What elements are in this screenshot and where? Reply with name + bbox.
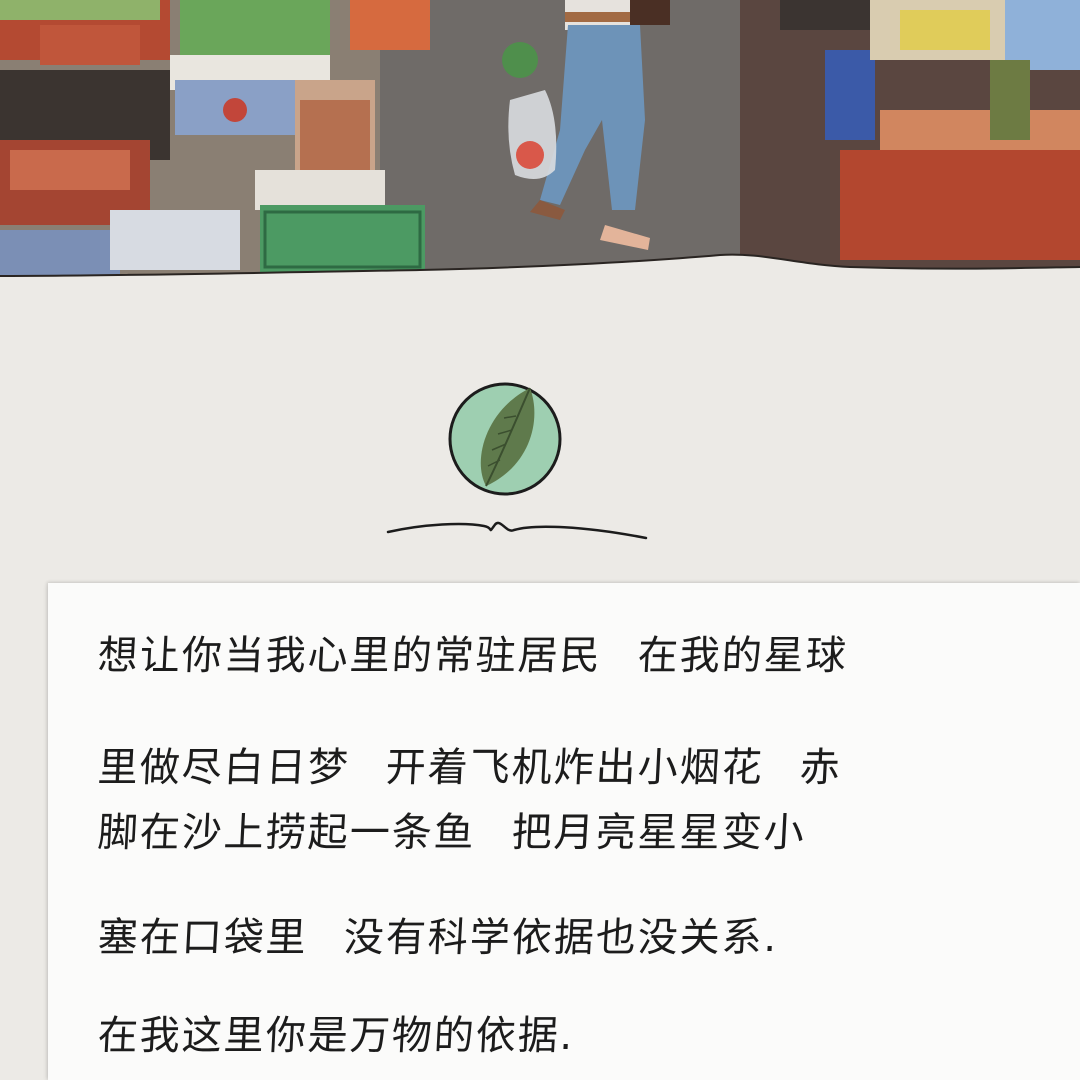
note-line-2: 里做尽白日梦 开着飞机炸出小烟花赤 (96, 745, 843, 791)
note-line-3: 脚在沙上捞起一条鱼 把月亮星星变小 (96, 810, 807, 856)
leaf-emblem (446, 380, 564, 498)
leaf-icon (448, 382, 562, 496)
wavy-divider (384, 512, 648, 546)
note-line-5: 在我这里你是万物的依据. (96, 1013, 576, 1059)
note-line-4: 塞在口袋里 没有科学依据也没关系. (96, 915, 780, 961)
note-line-1: 想让你当我心里的常驻居民 在我的星球 (96, 633, 849, 679)
handwritten-note-card: 想让你当我心里的常驻居民 在我的星球 里做尽白日梦 开着飞机炸出小烟花赤 脚在沙上捞… (48, 583, 1080, 1080)
market-illustration (0, 0, 1080, 300)
